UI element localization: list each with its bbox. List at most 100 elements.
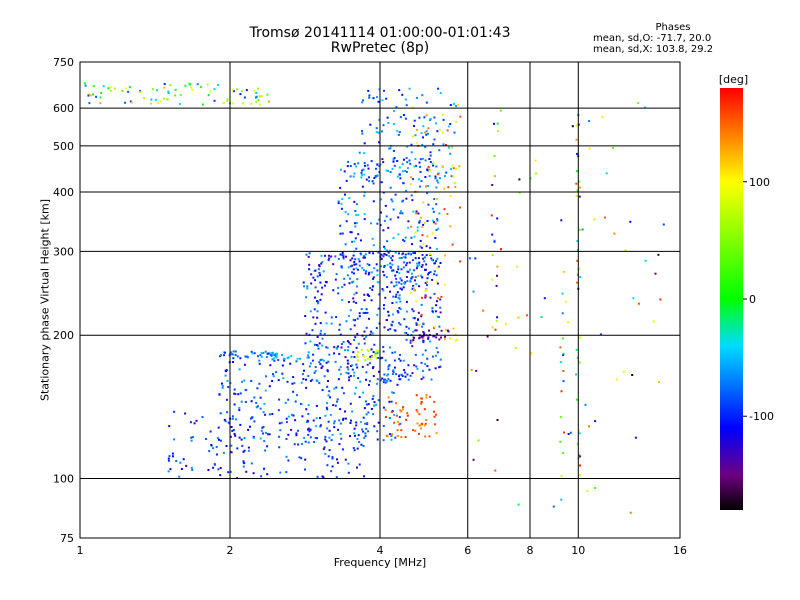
data-point	[382, 346, 385, 349]
data-point	[431, 355, 434, 358]
data-point	[347, 341, 350, 344]
data-point	[331, 456, 334, 459]
data-point	[352, 175, 355, 178]
data-point	[413, 269, 416, 272]
data-point	[387, 314, 390, 317]
data-point	[403, 261, 406, 264]
data-point	[344, 410, 346, 413]
data-point	[321, 389, 324, 391]
data-point	[422, 125, 425, 128]
data-point	[435, 304, 438, 307]
data-point	[543, 297, 546, 300]
data-point	[321, 365, 324, 368]
data-point	[439, 262, 442, 264]
data-point	[362, 416, 365, 419]
data-point	[363, 213, 366, 216]
data-point	[419, 165, 421, 168]
data-point	[319, 417, 321, 419]
data-point	[361, 266, 364, 269]
data-point	[261, 426, 264, 429]
data-point	[355, 424, 358, 427]
data-point	[560, 498, 563, 501]
data-point	[387, 368, 390, 371]
data-point	[241, 102, 244, 105]
data-point	[405, 325, 408, 328]
data-point	[339, 232, 342, 235]
data-point	[400, 268, 403, 271]
data-point	[427, 203, 430, 206]
data-point	[420, 303, 423, 306]
data-point	[168, 455, 171, 458]
data-point	[416, 367, 419, 370]
data-point	[377, 307, 380, 310]
data-point	[584, 403, 587, 406]
data-point	[420, 180, 423, 182]
data-point	[190, 436, 193, 439]
data-point	[390, 323, 393, 326]
data-point	[227, 386, 230, 388]
data-point	[216, 453, 218, 456]
data-point	[339, 422, 342, 425]
data-point	[406, 412, 409, 415]
data-point	[241, 380, 243, 383]
data-point	[404, 236, 407, 239]
data-point	[326, 385, 329, 388]
data-point	[382, 124, 385, 127]
data-point	[410, 194, 413, 197]
data-point	[234, 350, 237, 353]
data-point	[435, 229, 438, 231]
data-point	[320, 254, 323, 257]
data-point	[387, 251, 390, 254]
data-point	[107, 87, 110, 90]
data-point	[403, 282, 406, 285]
data-point	[247, 446, 250, 449]
data-point	[475, 369, 478, 372]
data-point	[420, 335, 423, 338]
data-point	[578, 474, 581, 477]
data-point	[307, 351, 310, 354]
data-point	[342, 257, 345, 260]
data-point	[416, 229, 419, 232]
data-point	[404, 256, 407, 259]
data-point	[319, 359, 322, 361]
data-point	[336, 398, 339, 401]
data-point	[494, 469, 497, 472]
data-point	[564, 300, 567, 303]
data-point	[237, 393, 240, 396]
data-point	[413, 288, 415, 291]
data-point	[581, 228, 584, 231]
data-point	[470, 369, 473, 371]
data-point	[435, 333, 438, 336]
data-point	[321, 286, 324, 289]
data-point	[358, 312, 361, 315]
data-point	[402, 238, 405, 241]
data-point	[398, 294, 401, 297]
data-point	[310, 273, 313, 276]
data-point	[339, 408, 342, 411]
data-point	[629, 511, 632, 514]
data-point	[588, 425, 590, 428]
data-point	[159, 100, 162, 103]
data-point	[352, 280, 355, 283]
data-point	[283, 359, 286, 362]
data-point	[411, 243, 413, 246]
data-point	[353, 293, 356, 296]
data-point	[435, 247, 438, 250]
data-point	[309, 379, 312, 382]
data-point	[370, 222, 372, 225]
data-point	[334, 278, 337, 281]
data-point	[431, 307, 434, 310]
data-point	[392, 269, 395, 272]
data-point	[236, 88, 239, 91]
data-point	[336, 461, 339, 464]
data-point	[416, 129, 419, 131]
data-point	[417, 318, 419, 321]
data-point	[354, 434, 356, 437]
data-point	[244, 355, 247, 358]
data-point	[422, 331, 425, 334]
data-point	[395, 402, 398, 405]
data-point	[307, 413, 310, 415]
data-point	[355, 263, 358, 266]
data-point	[309, 310, 312, 313]
data-point	[410, 225, 413, 228]
